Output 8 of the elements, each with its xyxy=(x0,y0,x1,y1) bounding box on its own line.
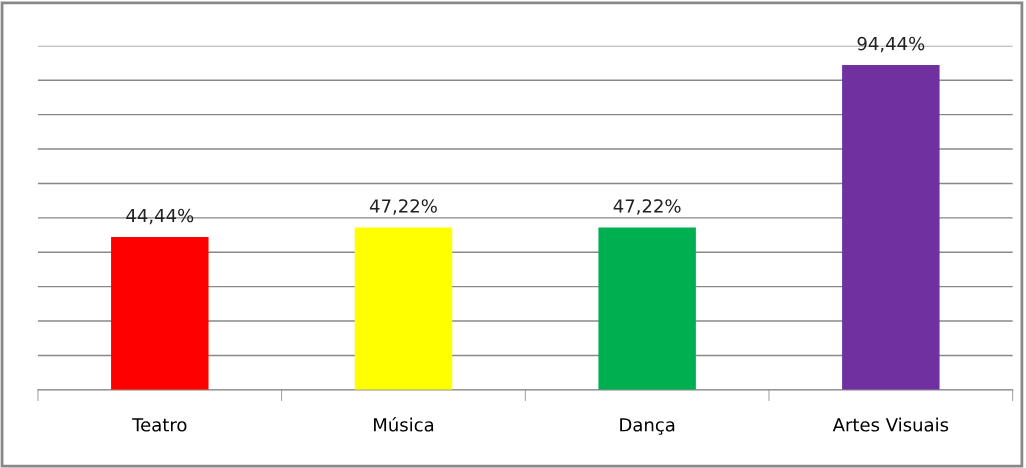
x-tick-label: Artes Visuais xyxy=(832,417,949,432)
data-label: 44,44% xyxy=(126,208,194,225)
data-label: 47,22% xyxy=(369,199,437,215)
data-label: 94,44% xyxy=(857,36,925,53)
x-tick-label: Música xyxy=(374,416,434,432)
data-label: 47,22% xyxy=(613,199,681,215)
x-tick-label: Dança xyxy=(620,418,675,435)
x-tick-label: Teatro xyxy=(132,418,187,432)
